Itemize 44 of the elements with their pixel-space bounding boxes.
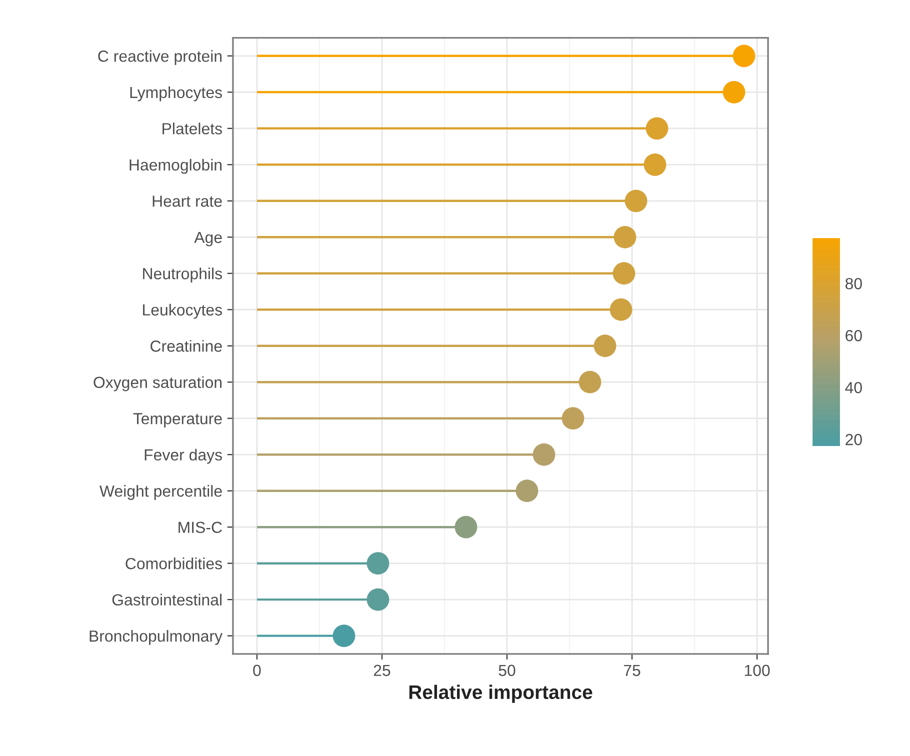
point [562,407,584,430]
point [516,480,538,502]
point [646,117,668,140]
x-tick-label: 100 [744,664,770,676]
y-tick-label: Temperature [133,413,222,428]
y-tick-label: C reactive protein [98,50,222,66]
point [594,334,616,358]
x-tick-label: 25 [374,664,390,676]
point [624,190,648,212]
y-tick-label: Creatinine [150,340,222,352]
color-bar-label: 20 [846,434,862,446]
color-bar-label: 80 [845,278,862,290]
y-tick-label: Leukocytes [143,304,222,319]
x-axis-title: Relative importance [409,684,592,703]
point [366,552,390,575]
y-tick-label: Heart rate [152,196,222,207]
color-bar-label: 40 [845,382,862,394]
y-tick-label: Gastrointestinal [112,594,222,606]
y-tick-label: MIS-C [178,522,222,534]
point [610,298,632,321]
point [454,516,478,538]
y-tick-label: Weight percentile [99,485,222,500]
y-tick-label: Comorbidities [126,558,222,570]
y-tick-label: Fever days [144,448,222,464]
point [722,80,746,104]
y-tick-label: Platelets [162,122,222,134]
point [532,443,556,466]
x-tick-label: 50 [498,664,516,676]
y-tick-label: Lymphocytes [130,86,222,102]
x-tick-label: 75 [624,664,640,676]
point [644,153,666,176]
x-tick-label: 0 [253,664,261,676]
point [332,624,356,648]
y-tick-label: Oxygen saturation [94,376,222,392]
color-bar-label: 60 [846,330,862,342]
y-tick-label: Age [194,232,222,246]
point [366,588,390,611]
y-tick-label: Bronchopulmonary [90,630,223,645]
point [578,370,602,394]
y-tick-label: Haemoglobin [130,158,222,174]
point [612,262,636,285]
point [732,44,756,68]
point [614,226,636,248]
y-tick-label: Neutrophils [143,268,222,282]
